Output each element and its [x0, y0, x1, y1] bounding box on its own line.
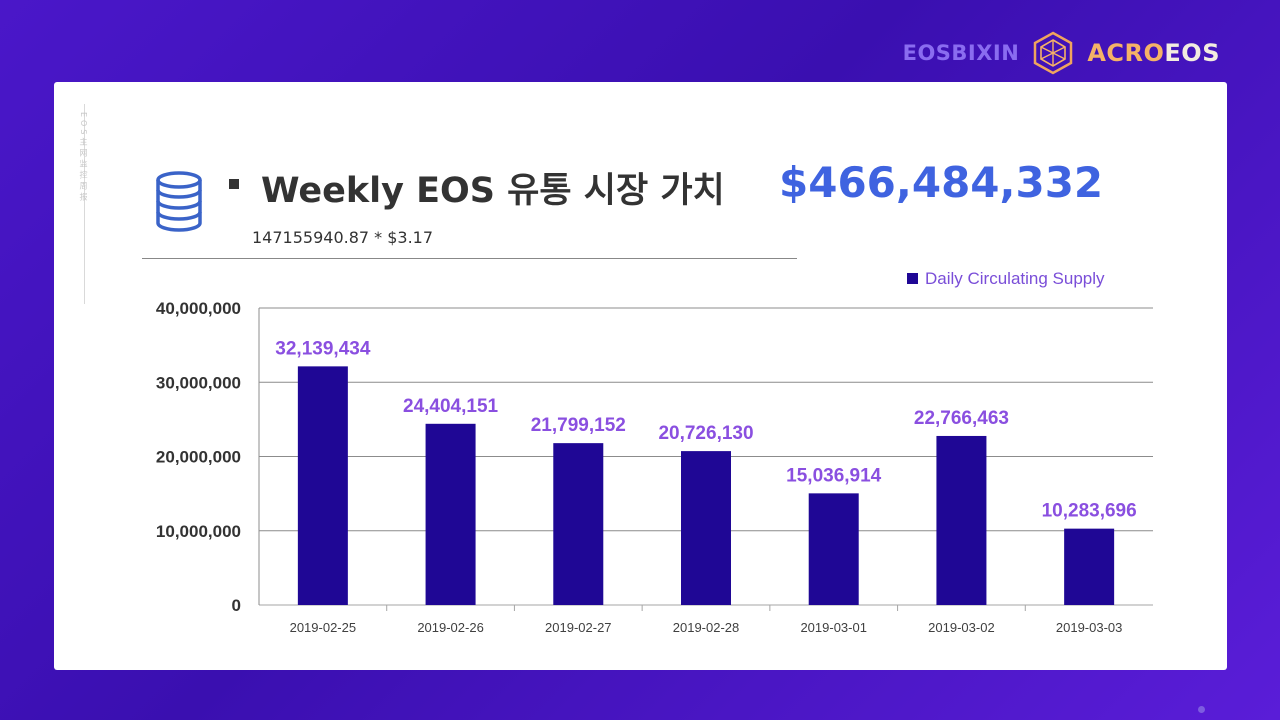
chart-card: EOS主网监控周报 Weekly EOS 유통 시장 가치 $466,484,3… — [54, 82, 1227, 713]
y-tick-label: 10,000,000 — [156, 522, 241, 541]
bar — [808, 493, 859, 605]
market-value: $466,484,332 — [779, 158, 1104, 207]
x-tick-label: 2019-03-02 — [928, 620, 995, 635]
title-bullet — [229, 179, 239, 189]
brand-acroeos: ACROEOS — [1087, 39, 1220, 67]
brand-eosbixin: EOSBIXIN — [902, 41, 1020, 65]
data-label: 22,766,463 — [914, 408, 1009, 429]
bar — [553, 443, 604, 605]
legend-label: Daily Circulating Supply — [925, 269, 1105, 288]
side-caption: EOS主网监控周报 — [79, 112, 88, 204]
data-label: 10,283,696 — [1042, 501, 1137, 522]
acroeos-logo-icon — [1034, 31, 1073, 75]
slide-dots — [1198, 706, 1205, 720]
y-tick-label: 0 — [232, 596, 241, 615]
x-tick-label: 2019-03-01 — [800, 620, 867, 635]
legend-swatch — [907, 273, 918, 284]
bar — [681, 451, 731, 605]
x-tick-label: 2019-02-27 — [545, 620, 612, 635]
bar — [1064, 528, 1115, 605]
x-tick-label: 2019-02-25 — [290, 620, 357, 635]
data-label: 15,036,914 — [786, 465, 882, 486]
value-formula: 147155940.87 * $3.17 — [252, 228, 434, 247]
legend: Daily Circulating Supply — [907, 269, 1105, 288]
side-divider — [84, 104, 85, 304]
slide-dot[interactable] — [1198, 706, 1205, 713]
x-tick-label: 2019-02-28 — [673, 620, 740, 635]
y-tick-label: 20,000,000 — [156, 448, 241, 467]
header-divider — [142, 258, 797, 259]
bar-chart: 0 10,000,000 20,000,000 30,000,000 40,000,00… — [156, 269, 1153, 635]
data-label: 21,799,152 — [531, 415, 626, 436]
data-label: 20,726,130 — [658, 423, 753, 444]
x-tick-label: 2019-02-26 — [417, 620, 484, 635]
brand: EOSBIXIN ACROEOS — [903, 28, 1220, 78]
y-tick-label: 30,000,000 — [156, 373, 241, 392]
y-tick-label: 40,000,000 — [156, 299, 241, 318]
data-label: 32,139,434 — [275, 338, 371, 359]
bar — [425, 423, 476, 605]
database-icon — [156, 171, 202, 232]
bar — [297, 366, 348, 605]
page-title: Weekly EOS 유통 시장 가치 — [261, 171, 725, 211]
data-label: 24,404,151 — [403, 396, 499, 417]
x-tick-label: 2019-03-03 — [1056, 620, 1123, 635]
bar — [936, 435, 987, 605]
